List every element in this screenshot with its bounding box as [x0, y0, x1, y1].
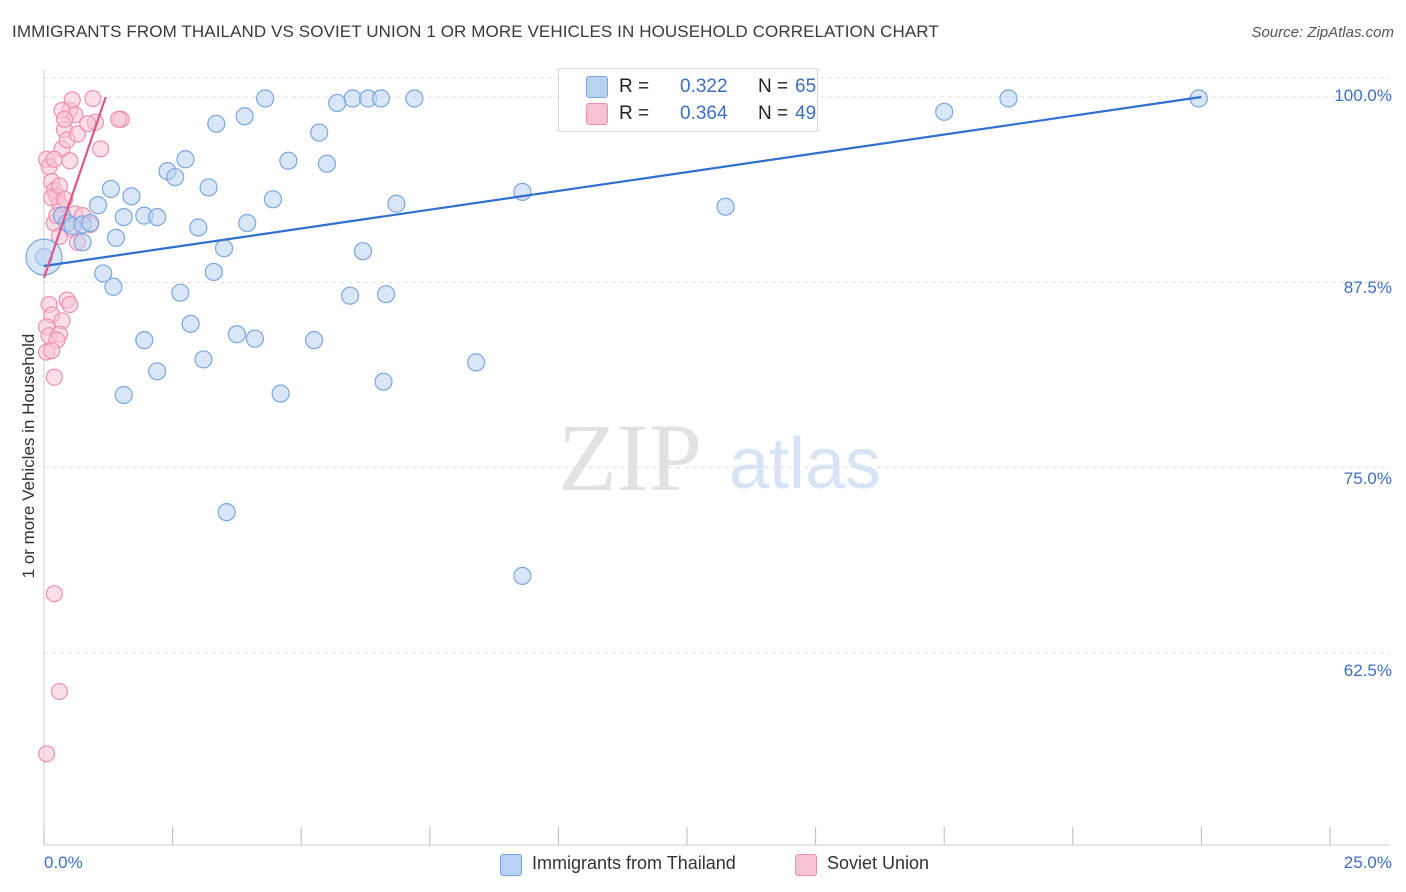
- thailand-point: [328, 93, 347, 113]
- legend-r-value: 0.322: [680, 76, 728, 97]
- thailand-point: [114, 207, 133, 227]
- thailand-point: [135, 331, 154, 350]
- series-immigrants-from-thailand: [25, 89, 1208, 586]
- thailand-point: [101, 179, 120, 199]
- watermark: ZIP atlas: [558, 404, 881, 511]
- y-tick-label-100: 100.0%: [1334, 86, 1392, 105]
- thailand-point-large: [25, 238, 63, 276]
- thailand-point: [204, 262, 223, 282]
- thailand-point: [340, 286, 360, 305]
- thailand-point: [207, 114, 226, 133]
- legend-swatch-pink: [795, 854, 817, 876]
- soviet-point: [79, 115, 97, 133]
- thailand-point: [513, 566, 532, 586]
- y-tick-label-87-5: 87.5%: [1343, 278, 1392, 297]
- soviet-point: [37, 745, 56, 763]
- legend-n-value: 65: [795, 76, 817, 97]
- thailand-point: [73, 233, 92, 252]
- soviet-point: [61, 295, 79, 314]
- thailand-point: [94, 264, 113, 283]
- source-label: Source: ZipAtlas.com: [1251, 24, 1394, 41]
- thailand-point: [235, 107, 254, 126]
- legend-label: Immigrants from Thailand: [532, 853, 736, 873]
- soviet-point: [55, 110, 74, 128]
- thailand-point: [114, 385, 133, 405]
- thailand-point: [122, 187, 141, 206]
- thailand-point: [376, 285, 396, 304]
- legend-r-label: R =: [619, 76, 650, 97]
- thailand-point: [148, 362, 167, 381]
- legend-n-value: 49: [795, 103, 817, 124]
- thailand-point: [194, 350, 213, 369]
- thailand-point: [199, 178, 218, 197]
- legend-swatch-blue: [500, 854, 522, 876]
- thailand-point: [171, 283, 190, 302]
- soviet-point: [45, 585, 63, 603]
- soviet-point: [45, 150, 63, 168]
- thailand-point: [104, 277, 123, 296]
- thailand-point: [189, 218, 208, 237]
- thailand-point: [214, 239, 234, 258]
- y-tick-label-62-5: 62.5%: [1343, 661, 1392, 680]
- thailand-point: [176, 150, 195, 169]
- thailand-point: [245, 329, 265, 348]
- trend-lines: [42, 95, 1202, 279]
- thailand-point: [310, 123, 329, 142]
- thailand-point: [999, 89, 1018, 108]
- chart-title: IMMIGRANTS FROM THAILAND VS SOVIET UNION…: [12, 22, 939, 41]
- soviet-point: [68, 125, 87, 143]
- thailand-point: [181, 314, 200, 333]
- soviet-point: [61, 152, 79, 170]
- thailand-point: [88, 196, 108, 215]
- soviet-point: [91, 140, 110, 158]
- x-tick-label-min: 0.0%: [44, 853, 83, 872]
- grid-lines: [44, 77, 1390, 654]
- thailand-point: [343, 89, 362, 108]
- thailand-point: [387, 194, 406, 213]
- thailand-point: [166, 167, 185, 187]
- thailand-point: [263, 190, 283, 209]
- thailand-point: [217, 503, 236, 522]
- thailand-point: [238, 213, 257, 233]
- watermark-zip: ZIP: [558, 404, 702, 511]
- axes: [43, 70, 1390, 846]
- legend-n-label: N =: [758, 76, 789, 97]
- correlation-legend: R = 0.322 N = 65 R = 0.364 N = 49: [558, 68, 818, 132]
- soviet-point: [45, 368, 63, 386]
- soviet-trend-line: [42, 96, 107, 279]
- thailand-point: [256, 89, 275, 108]
- legend-r-value: 0.364: [680, 103, 728, 124]
- thailand-point: [148, 207, 167, 227]
- thailand-point: [317, 154, 337, 173]
- thailand-point: [935, 102, 954, 121]
- thailand-point: [279, 151, 298, 170]
- soviet-point: [43, 341, 61, 360]
- soviet-point: [50, 227, 69, 245]
- soviet-point: [50, 682, 69, 701]
- legend-swatch-pink: [586, 103, 608, 125]
- thailand-trend-line: [43, 95, 1202, 268]
- watermark-atlas: atlas: [729, 424, 881, 504]
- legend-r-label: R =: [619, 103, 650, 124]
- soviet-point: [84, 89, 102, 108]
- thailand-point: [374, 372, 393, 391]
- thailand-point: [304, 331, 324, 350]
- thailand-point: [353, 242, 373, 261]
- x-tick-label-max: 25.0%: [1343, 853, 1392, 872]
- thailand-point: [716, 197, 735, 216]
- thailand-point: [405, 89, 424, 108]
- thailand-point: [106, 228, 126, 247]
- thailand-point: [227, 325, 246, 344]
- legend-n-label: N =: [758, 103, 789, 124]
- legend-swatch-blue: [586, 76, 608, 98]
- thailand-point: [371, 89, 391, 108]
- thailand-point: [81, 213, 100, 233]
- soviet-point: [109, 110, 128, 128]
- y-tick-label-75: 75.0%: [1343, 469, 1392, 488]
- thailand-point: [466, 353, 486, 372]
- legend-label: Soviet Union: [827, 853, 930, 873]
- thailand-point: [271, 384, 290, 403]
